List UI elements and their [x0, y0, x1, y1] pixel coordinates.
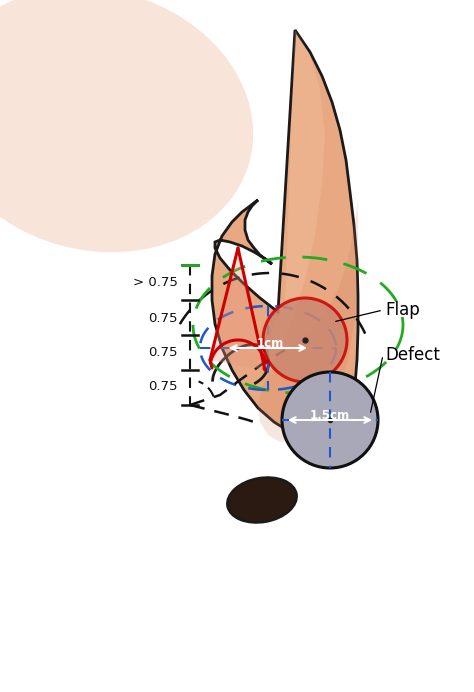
Circle shape [263, 298, 347, 382]
Ellipse shape [0, 0, 253, 252]
Text: 1cm: 1cm [256, 337, 283, 350]
Polygon shape [212, 30, 358, 440]
Text: 0.75: 0.75 [148, 311, 178, 325]
Text: 1.5cm: 1.5cm [310, 409, 350, 422]
Polygon shape [268, 30, 325, 375]
Circle shape [282, 372, 378, 468]
Polygon shape [210, 248, 265, 370]
Ellipse shape [228, 477, 297, 522]
Text: 0.75: 0.75 [148, 381, 178, 394]
Text: 0.75: 0.75 [148, 345, 178, 358]
Text: > 0.75: > 0.75 [133, 275, 178, 289]
Text: Flap: Flap [385, 301, 420, 319]
Polygon shape [258, 200, 358, 442]
Text: Defect: Defect [385, 346, 440, 364]
